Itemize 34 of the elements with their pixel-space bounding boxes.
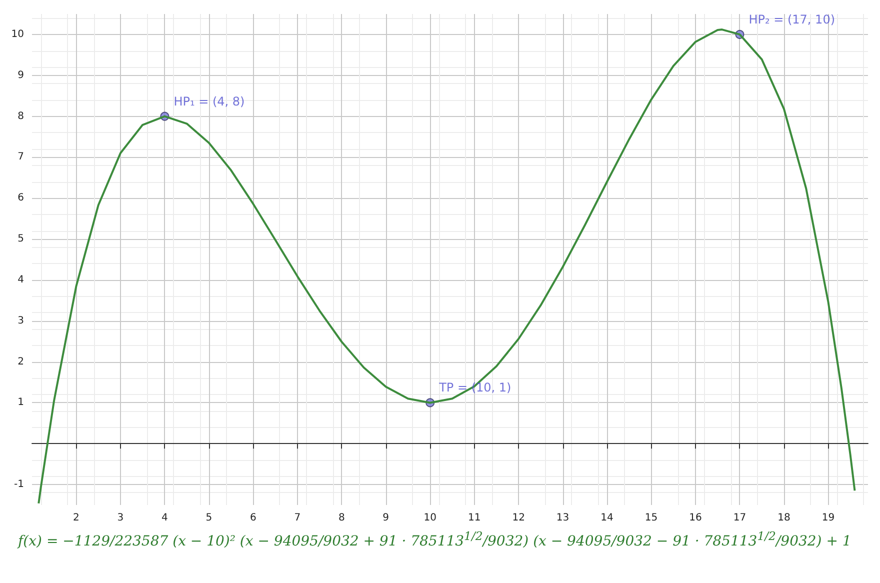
x-tick-label: 10: [424, 512, 436, 524]
x-tick-label: 15: [644, 512, 658, 524]
y-tick-label: 1: [18, 397, 24, 408]
y-tick-label: 7: [18, 152, 24, 163]
x-tick-label: 6: [250, 512, 256, 524]
x-tick-label: 5: [206, 512, 212, 524]
x-tick-label: 14: [600, 512, 614, 524]
x-tick-label: 17: [733, 512, 746, 524]
x-tick-label: 11: [468, 512, 481, 524]
y-tick-label: 2: [18, 356, 24, 368]
x-tick-label: 2: [73, 512, 80, 524]
annotation: HP₁ = (4, 8): [174, 94, 245, 108]
y-tick-label: 8: [18, 110, 24, 122]
annotation: HP₂ = (17, 10): [748, 12, 836, 26]
x-tick-label: 3: [117, 512, 124, 524]
y-tick-label: 10: [11, 28, 24, 40]
y-tick-label: 3: [18, 315, 24, 326]
x-tick-label: 16: [689, 512, 702, 524]
x-tick-label: 7: [294, 512, 301, 524]
y-tick-label: 5: [18, 234, 24, 245]
y-tick-label: 4: [18, 274, 24, 286]
x-tick-label: 19: [822, 512, 835, 524]
x-tick-label: 8: [338, 512, 345, 524]
y-tick-label: -1: [14, 479, 24, 490]
x-tick-label: 12: [512, 512, 525, 524]
x-tick-label: 18: [778, 512, 790, 524]
x-tick-label: 13: [556, 512, 570, 524]
text: f(x) = −1129/223587 (x − 10)² (x − 94095/9032 + 91 · 785113$^{1/2}$/9032) (x − 94095/9032 − 91 · 785113$^{1/2}$/9032) + 1: [16, 528, 852, 552]
annotation: TP = (10, 1): [438, 380, 512, 395]
y-tick-label: 6: [18, 192, 24, 204]
x-tick-label: 9: [382, 512, 390, 524]
line-series: [38, 28, 856, 504]
x-tick-label: 4: [162, 512, 168, 524]
y-tick-label: 9: [18, 70, 24, 81]
